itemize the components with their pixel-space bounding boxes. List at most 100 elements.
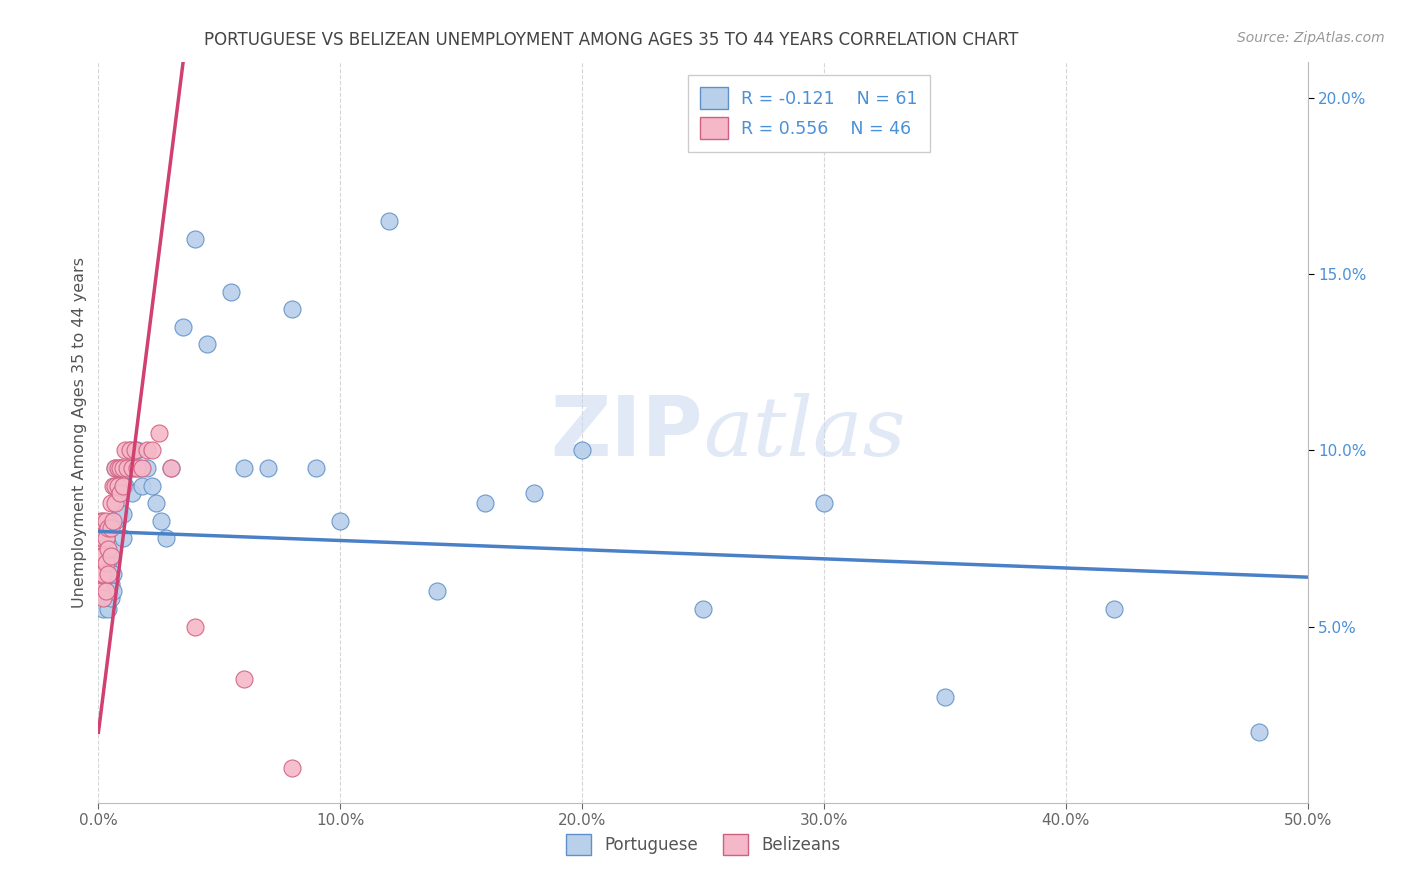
Text: PORTUGUESE VS BELIZEAN UNEMPLOYMENT AMONG AGES 35 TO 44 YEARS CORRELATION CHART: PORTUGUESE VS BELIZEAN UNEMPLOYMENT AMON… [204, 31, 1019, 49]
Point [107, 478, 129, 492]
Point [97, 566, 120, 581]
Point [256, 461, 278, 475]
Point [145, 496, 167, 510]
Point [118, 443, 141, 458]
Point [94, 549, 117, 563]
Point [97, 556, 120, 570]
Point [101, 584, 124, 599]
Point [108, 461, 131, 475]
Point [97, 602, 120, 616]
Point [111, 507, 134, 521]
Point [91, 532, 114, 546]
Point [108, 461, 131, 475]
Point [150, 514, 173, 528]
Point [90, 532, 112, 546]
Point [692, 602, 714, 616]
Point [934, 690, 956, 704]
Point [111, 532, 134, 546]
Point [101, 514, 124, 528]
Text: Source: ZipAtlas.com: Source: ZipAtlas.com [1237, 31, 1385, 45]
Point [104, 478, 127, 492]
Point [90, 584, 112, 599]
Point [111, 478, 134, 492]
Point [104, 496, 127, 510]
Point [91, 566, 114, 581]
Point [91, 549, 114, 563]
Point [100, 591, 122, 606]
Point [114, 478, 136, 492]
Text: ZIP: ZIP [551, 392, 703, 473]
Point [172, 319, 194, 334]
Point [94, 591, 117, 606]
Point [107, 461, 129, 475]
Point [329, 514, 352, 528]
Point [94, 566, 117, 581]
Point [1102, 602, 1125, 616]
Point [94, 584, 117, 599]
Point [101, 541, 124, 556]
Point [118, 443, 141, 458]
Point [121, 461, 143, 475]
Point [131, 478, 153, 492]
Point [97, 521, 120, 535]
Point [111, 461, 134, 475]
Point [377, 214, 399, 228]
Point [100, 521, 122, 535]
Point [474, 496, 496, 510]
Point [90, 566, 112, 581]
Point [160, 461, 183, 475]
Point [101, 478, 124, 492]
Point [127, 461, 149, 475]
Point [160, 461, 183, 475]
Point [117, 461, 139, 475]
Point [426, 584, 449, 599]
Point [124, 443, 146, 458]
Point [91, 514, 114, 528]
Point [107, 478, 129, 492]
Point [148, 425, 170, 440]
Point [305, 461, 328, 475]
Point [100, 549, 122, 563]
Point [135, 443, 157, 458]
Point [97, 541, 120, 556]
Point [97, 574, 120, 588]
Point [94, 577, 117, 591]
Point [114, 443, 136, 458]
Point [121, 485, 143, 500]
Point [91, 602, 114, 616]
Point [100, 549, 122, 563]
Point [104, 461, 127, 475]
Point [117, 461, 139, 475]
Point [127, 443, 149, 458]
Point [91, 591, 114, 606]
Point [281, 302, 304, 317]
Point [184, 232, 207, 246]
Point [1249, 725, 1271, 739]
Point [90, 584, 112, 599]
Point [104, 514, 127, 528]
Point [97, 584, 120, 599]
Point [104, 461, 127, 475]
Point [232, 461, 254, 475]
Point [101, 566, 124, 581]
Y-axis label: Unemployment Among Ages 35 to 44 years: Unemployment Among Ages 35 to 44 years [72, 257, 87, 608]
Point [89, 577, 111, 591]
Point [141, 443, 163, 458]
Point [94, 532, 117, 546]
Point [108, 485, 131, 500]
Point [91, 584, 114, 599]
Point [124, 461, 146, 475]
Point [135, 461, 157, 475]
Point [523, 485, 546, 500]
Point [100, 496, 122, 510]
Text: atlas: atlas [703, 392, 905, 473]
Point [100, 577, 122, 591]
Point [90, 566, 112, 581]
Point [128, 461, 150, 475]
Point [91, 556, 114, 570]
Point [108, 507, 131, 521]
Point [155, 532, 177, 546]
Point [571, 443, 593, 458]
Point [221, 285, 243, 299]
Point [90, 514, 112, 528]
